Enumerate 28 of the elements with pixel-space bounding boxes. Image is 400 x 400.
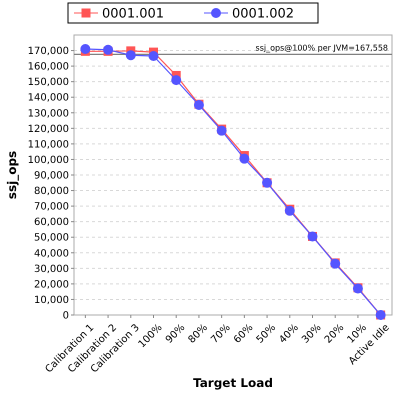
y-tick-label: 20,000	[34, 279, 69, 290]
y-tick-label: 140,000	[28, 92, 69, 104]
y-tick-label: 60,000	[34, 217, 69, 228]
y-tick-label: 80,000	[34, 186, 69, 198]
legend-label: 0001.001	[102, 6, 164, 22]
y-axis-title: ssj_ops	[5, 150, 19, 200]
y-tick-label: 170,000	[28, 46, 69, 58]
y-tick-label: 130,000	[28, 108, 69, 120]
y-tick-label: 0	[62, 310, 69, 322]
y-tick-label: 150,000	[28, 77, 69, 88]
x-axis-title: Target Load	[193, 376, 273, 390]
y-tick-label: 90,000	[34, 170, 69, 182]
point	[148, 51, 158, 61]
y-tick-label: 100,000	[28, 154, 69, 166]
point	[126, 50, 136, 60]
ref-line-label: ssj_ops@100% per JVM=167,558	[256, 43, 388, 52]
y-tick-label: 40,000	[34, 248, 69, 260]
y-tick-label: 120,000	[28, 124, 69, 135]
legend-label: 0001.002	[232, 6, 294, 22]
y-tick-label: 50,000	[34, 232, 69, 244]
y-tick-label: 110,000	[28, 139, 69, 150]
point	[239, 154, 250, 164]
y-tick-label: 70,000	[34, 202, 69, 213]
y-tick-label: 160,000	[28, 62, 69, 73]
point	[171, 75, 182, 86]
y-tick-label: 30,000	[34, 264, 69, 275]
point	[80, 44, 90, 54]
y-tick-label: 10,000	[34, 294, 69, 306]
